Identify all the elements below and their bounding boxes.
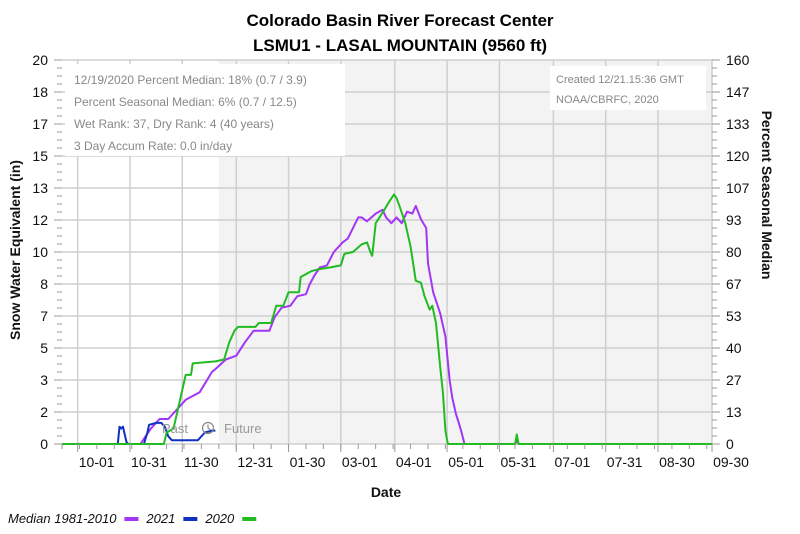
info-box-bg bbox=[65, 64, 345, 156]
info-rank: Wet Rank: 37, Dry Rank: 4 (40 years) bbox=[74, 117, 274, 131]
y-tick-label-right: 107 bbox=[726, 180, 750, 196]
y-tick-label-left: 3 bbox=[40, 372, 48, 388]
y-tick-label-right: 53 bbox=[726, 308, 742, 324]
created-timestamp: Created 12/21.15:36 GMT bbox=[556, 74, 684, 86]
y-tick-label-left: 18 bbox=[32, 84, 48, 100]
y-tick-label-right: 40 bbox=[726, 340, 742, 356]
chart-title: Colorado Basin River Forecast Center bbox=[246, 11, 553, 30]
chart-subtitle: LSMU1 - LASAL MOUNTAIN (9560 ft) bbox=[253, 36, 547, 55]
y-tick-label-left: 13 bbox=[32, 180, 48, 196]
legend-label: Median 1981-2010 bbox=[8, 511, 117, 526]
created-box-bg bbox=[550, 66, 706, 110]
y-tick-label-right: 160 bbox=[726, 52, 750, 68]
info-accum-rate: 3 Day Accum Rate: 0.0 in/day bbox=[74, 139, 232, 153]
series-line-2021 bbox=[62, 421, 216, 445]
y-tick-label-left: 15 bbox=[32, 148, 48, 164]
legend-label: 2021 bbox=[145, 511, 175, 526]
y-tick-label-left: 8 bbox=[40, 276, 48, 292]
x-tick-label: 11-30 bbox=[184, 454, 219, 470]
series-line-2020 bbox=[62, 193, 712, 445]
info-boxes: 12/19/2020 Percent Median: 18% (0.7 / 3.… bbox=[65, 64, 706, 156]
y-tick-label-right: 27 bbox=[726, 372, 742, 388]
y-tick-label-right: 0 bbox=[726, 436, 734, 452]
legend-swatch bbox=[183, 517, 198, 521]
info-percent-median: 12/19/2020 Percent Median: 18% (0.7 / 3.… bbox=[74, 73, 307, 87]
info-seasonal-median: Percent Seasonal Median: 6% (0.7 / 12.5) bbox=[74, 95, 297, 109]
grid-lines bbox=[62, 59, 713, 445]
y-tick-label-left: 20 bbox=[32, 52, 48, 68]
y-tick-label-right: 80 bbox=[726, 244, 742, 260]
legend-label: 2020 bbox=[204, 511, 235, 526]
y-tick-label-left: 5 bbox=[40, 340, 48, 356]
y-tick-label-left: 7 bbox=[40, 308, 48, 324]
x-tick-label: 07-01 bbox=[555, 454, 591, 470]
created-source: NOAA/CBRFC, 2020 bbox=[556, 94, 659, 106]
x-tick-label: 09-30 bbox=[713, 454, 749, 470]
future-label: Future bbox=[224, 421, 262, 436]
x-tick-label: 05-01 bbox=[448, 454, 484, 470]
legend-swatch bbox=[124, 517, 139, 521]
y-tick-label-right: 67 bbox=[726, 276, 742, 292]
y-tick-label-right: 120 bbox=[726, 148, 750, 164]
y-tick-label-right: 13 bbox=[726, 404, 742, 420]
legend: Median 1981-2010 2021 2020 bbox=[8, 511, 257, 526]
y-axis-label-right: Percent Seasonal Median bbox=[759, 111, 775, 280]
y-tick-label-right: 133 bbox=[726, 116, 750, 132]
y-tick-label-left: 12 bbox=[32, 212, 48, 228]
x-tick-label: 04-01 bbox=[396, 454, 432, 470]
x-axis-label: Date bbox=[371, 484, 402, 500]
y-tick-label-left: 2 bbox=[40, 404, 48, 420]
x-tick-label: 05-31 bbox=[500, 454, 536, 470]
x-tick-label: 07-31 bbox=[607, 454, 643, 470]
y-tick-label-right: 147 bbox=[726, 84, 750, 100]
y-axis-label-left: Snow Water Equivalent (in) bbox=[7, 160, 23, 340]
series-lines bbox=[62, 193, 712, 445]
legend-swatch bbox=[242, 517, 257, 521]
y-tick-label-left: 10 bbox=[32, 244, 48, 260]
clock-icon bbox=[201, 421, 215, 435]
x-tick-label: 12-31 bbox=[237, 454, 273, 470]
x-tick-label: 08-30 bbox=[659, 454, 695, 470]
x-tick-label: 03-01 bbox=[342, 454, 378, 470]
x-tick-label: 10-31 bbox=[131, 454, 167, 470]
y-tick-label-right: 93 bbox=[726, 212, 742, 228]
past-label: Past bbox=[162, 421, 188, 436]
x-tick-label: 01-30 bbox=[290, 454, 326, 470]
y-tick-label-left: 0 bbox=[40, 436, 48, 452]
y-tick-label-left: 17 bbox=[32, 116, 48, 132]
series-line-median-1981-2010 bbox=[62, 204, 712, 445]
x-tick-label: 10-01 bbox=[79, 454, 115, 470]
